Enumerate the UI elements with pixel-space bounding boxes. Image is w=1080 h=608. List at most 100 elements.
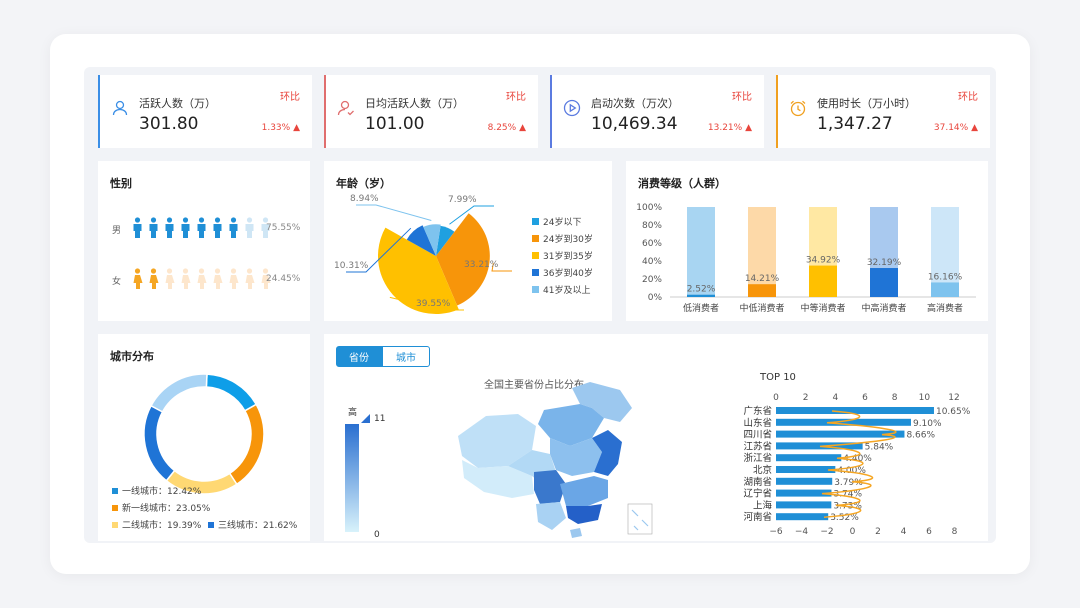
top10-bar[interactable]: [776, 430, 905, 438]
top10-bar[interactable]: [776, 477, 833, 485]
top10-category-label: 上海: [753, 499, 773, 511]
up-arrow-icon: ▲: [971, 123, 978, 133]
kpi-card: 日均活跃人数（万） 101.00 环比 8.25% ▲: [324, 75, 538, 148]
city-donut-segment[interactable]: [205, 373, 258, 412]
top10-bar[interactable]: [776, 418, 911, 426]
city-legend-label[interactable]: 新一线城市：23.05%: [122, 502, 211, 514]
city-title: 城市分布: [110, 350, 154, 363]
top10-bottom-tick: −2: [820, 527, 833, 536]
gender-label: 女: [112, 277, 122, 287]
age-rose-slice[interactable]: [436, 225, 455, 256]
kpi-accent-bar: [776, 75, 778, 148]
female-person-icon: [180, 268, 191, 294]
china-province-map[interactable]: [452, 380, 682, 540]
kpi-change-value: 37.14%: [933, 123, 969, 133]
age-rose-slice[interactable]: [378, 227, 459, 314]
consume-bar[interactable]: [809, 265, 837, 297]
top10-bar[interactable]: [776, 466, 836, 473]
city-legend-label[interactable]: 二线城市：19.39%: [122, 519, 202, 531]
age-legend-swatch[interactable]: [532, 218, 539, 225]
top10-bar[interactable]: [776, 407, 934, 414]
kpi-change: 1.33% ▲: [262, 123, 300, 133]
scale-max-label: 11: [374, 414, 386, 424]
age-legend-label[interactable]: 41岁及以上: [543, 284, 590, 296]
female-person-icon: [132, 268, 143, 294]
city-legend-label[interactable]: 三线城市：21.62%: [218, 519, 298, 531]
top10-bottom-tick: 8: [952, 527, 958, 536]
age-leader-line: [346, 227, 412, 273]
top10-bar[interactable]: [776, 442, 863, 450]
age-rose-slice[interactable]: [406, 225, 436, 256]
top10-category-label: 四川省: [743, 429, 772, 441]
gender-pct: 24.45%: [266, 274, 301, 284]
city-legend-label[interactable]: 一线城市：12.42%: [122, 485, 202, 497]
map-region-northeast: [572, 382, 632, 422]
age-legend-label[interactable]: 24岁到30岁: [543, 233, 593, 245]
top10-top-tick: 2: [803, 393, 809, 403]
consume-bar[interactable]: [870, 268, 898, 297]
play-icon: [563, 99, 581, 117]
female-person-icon: [196, 268, 207, 294]
map-title: 全国主要省份占比分布: [484, 380, 584, 391]
city-legend-swatch[interactable]: [112, 488, 118, 494]
tab-province[interactable]: 省份: [336, 346, 382, 367]
top10-bottom-tick: 2: [875, 527, 881, 536]
age-legend-swatch[interactable]: [532, 235, 539, 242]
top10-category-label: 浙江省: [743, 452, 772, 464]
age-legend-swatch[interactable]: [532, 252, 539, 259]
consume-bar[interactable]: [748, 284, 776, 297]
top10-category-label: 辽宁省: [743, 488, 772, 500]
male-person-icon: [132, 217, 143, 243]
age-leader-line: [389, 296, 464, 311]
top10-bottom-tick: 4: [901, 527, 907, 536]
scale-handle-top-icon[interactable]: [361, 414, 370, 423]
consume-card: 消费等级（人群） 100% 80% 60% 40% 20% 0% 2.52% 低消费者 14.2…: [626, 161, 988, 321]
kpi-accent-bar: [550, 75, 552, 148]
top10-top-tick: 8: [892, 393, 898, 403]
city-donut-segment[interactable]: [150, 373, 208, 413]
kpi-value: 301.80: [139, 114, 199, 134]
top10-bar[interactable]: [776, 513, 829, 521]
tab-city[interactable]: 城市: [382, 346, 430, 367]
city-donut-segment[interactable]: [143, 404, 176, 482]
consume-title: 消费等级（人群）: [638, 177, 726, 190]
kpi-label: 活跃人数（万）: [139, 97, 216, 110]
age-legend-label[interactable]: 31岁到35岁: [543, 250, 593, 262]
top10-bar[interactable]: [776, 489, 832, 497]
gender-label: 男: [112, 226, 122, 236]
top10-bar[interactable]: [776, 454, 842, 462]
consume-category-label: 高消费者: [927, 302, 963, 314]
city-legend-swatch[interactable]: [112, 505, 118, 511]
top10-top-tick: 6: [862, 393, 868, 403]
city-legend-swatch[interactable]: [208, 522, 214, 528]
age-rose-slice[interactable]: [423, 224, 441, 256]
consume-bar[interactable]: [931, 282, 959, 297]
city-donut-segment[interactable]: [228, 403, 265, 486]
age-legend-label[interactable]: 36岁到40岁: [543, 267, 593, 279]
age-leader-line: [491, 263, 512, 272]
map-region-yunnan: [536, 502, 566, 530]
city-legend-swatch[interactable]: [112, 522, 118, 528]
top10-bar[interactable]: [776, 501, 832, 509]
kpi-card: 活跃人数（万） 301.80 环比 1.33% ▲: [98, 75, 312, 148]
kpi-label: 日均活跃人数（万）: [365, 97, 464, 110]
consume-ytick: 80%: [642, 221, 662, 231]
top10-category-label: 北京: [753, 464, 772, 476]
consume-bar[interactable]: [687, 294, 715, 297]
top10-value-label: 8.66%: [906, 431, 935, 441]
map-region-central: [550, 438, 602, 476]
map-region-hainan: [570, 528, 582, 538]
male-person-icon: [196, 217, 207, 243]
consume-bar-background: [687, 207, 715, 297]
age-legend-swatch[interactable]: [532, 286, 539, 293]
user-icon: [111, 99, 129, 117]
kpi-value: 10,469.34: [591, 114, 678, 134]
top10-category-label: 湖南省: [743, 476, 772, 488]
kpi-compare-label: 环比: [958, 92, 978, 103]
top10-top-tick: 10: [919, 393, 931, 403]
age-legend-label[interactable]: 24岁以下: [543, 216, 581, 228]
gender-title: 性别: [110, 177, 132, 190]
age-rose-slice[interactable]: [436, 213, 490, 306]
female-person-icon: [148, 268, 159, 294]
age-legend-swatch[interactable]: [532, 269, 539, 276]
